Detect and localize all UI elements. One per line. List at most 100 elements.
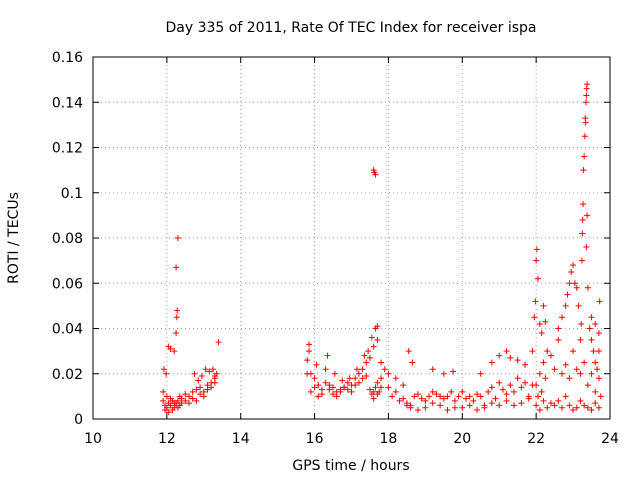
data-point <box>368 334 375 341</box>
data-point <box>163 404 170 411</box>
data-point <box>195 377 202 384</box>
x-tick-label: 12 <box>158 431 176 447</box>
data-point <box>337 388 344 395</box>
data-point <box>193 386 200 393</box>
data-point <box>466 393 473 400</box>
data-point <box>488 384 495 391</box>
data-points <box>160 81 604 416</box>
data-point <box>551 402 558 409</box>
data-point <box>326 386 333 393</box>
data-point <box>595 375 602 382</box>
data-point <box>531 314 538 321</box>
data-point <box>344 379 351 386</box>
data-point <box>311 375 318 382</box>
data-point <box>422 404 429 411</box>
data-point <box>414 406 421 413</box>
data-point <box>429 388 436 395</box>
data-point <box>378 384 385 391</box>
data-point <box>568 268 575 275</box>
data-point <box>378 375 385 382</box>
data-point <box>534 393 541 400</box>
data-point <box>407 404 414 411</box>
data-point <box>536 406 543 413</box>
data-point <box>595 348 602 355</box>
data-point <box>322 366 329 373</box>
data-point <box>492 395 499 402</box>
data-point <box>583 244 590 251</box>
axis-ticks: 10 12 14 16 18 20 22 24 0 0.02 0.04 0.06 0.08 0.1 0.12… <box>52 50 619 447</box>
data-point <box>540 302 547 309</box>
data-point <box>451 397 458 404</box>
data-point <box>197 391 204 398</box>
data-point <box>474 391 481 398</box>
data-point <box>503 397 510 404</box>
data-point <box>173 264 180 271</box>
x-tick-label: 10 <box>84 431 102 447</box>
data-point <box>466 402 473 409</box>
data-point <box>533 246 540 253</box>
data-point <box>191 370 198 377</box>
data-point <box>510 402 517 409</box>
data-point <box>597 393 604 400</box>
data-point <box>477 370 484 377</box>
data-point <box>174 307 181 314</box>
data-point <box>366 354 373 361</box>
y-tick-label: 0.04 <box>52 322 83 338</box>
data-point <box>167 402 174 409</box>
data-point <box>459 388 466 395</box>
data-point <box>352 375 359 382</box>
data-point <box>361 352 368 359</box>
data-point <box>307 388 314 395</box>
data-point <box>542 375 549 382</box>
data-point <box>536 320 543 327</box>
data-point <box>444 406 451 413</box>
data-point <box>450 368 457 375</box>
data-point <box>584 212 591 219</box>
data-point <box>315 393 322 400</box>
y-tick-label: 0.08 <box>52 231 83 247</box>
data-point <box>426 393 433 400</box>
data-point <box>344 386 351 393</box>
data-point <box>540 397 547 404</box>
data-point <box>400 382 407 389</box>
data-point <box>558 404 565 411</box>
data-point <box>558 314 565 321</box>
y-tick-label: 0.14 <box>52 95 83 111</box>
data-point <box>318 391 325 398</box>
data-point <box>573 404 580 411</box>
data-point <box>385 384 392 391</box>
data-point <box>595 404 602 411</box>
data-point <box>211 379 218 386</box>
data-point <box>533 382 540 389</box>
data-point <box>341 384 348 391</box>
data-point <box>324 352 331 359</box>
data-point <box>533 402 540 409</box>
data-point <box>429 366 436 373</box>
data-point <box>304 357 311 364</box>
data-point <box>555 397 562 404</box>
data-point <box>211 373 218 380</box>
data-point <box>448 388 455 395</box>
data-point <box>409 359 416 366</box>
data-point <box>210 366 217 373</box>
x-tick-label: 20 <box>453 431 471 447</box>
data-point <box>198 373 205 380</box>
data-point <box>588 336 595 343</box>
data-point <box>366 386 373 393</box>
data-point <box>171 348 178 355</box>
data-point <box>562 302 569 309</box>
data-point <box>592 388 599 395</box>
data-point <box>582 99 589 106</box>
x-tick-label: 16 <box>306 431 324 447</box>
data-point <box>581 153 588 160</box>
data-point <box>474 406 481 413</box>
data-point <box>182 397 189 404</box>
y-tick-label: 0.16 <box>52 50 83 66</box>
data-point <box>579 216 586 223</box>
data-point <box>392 388 399 395</box>
data-point <box>584 404 591 411</box>
data-point <box>538 388 545 395</box>
data-point <box>555 336 562 343</box>
data-point <box>586 325 593 332</box>
